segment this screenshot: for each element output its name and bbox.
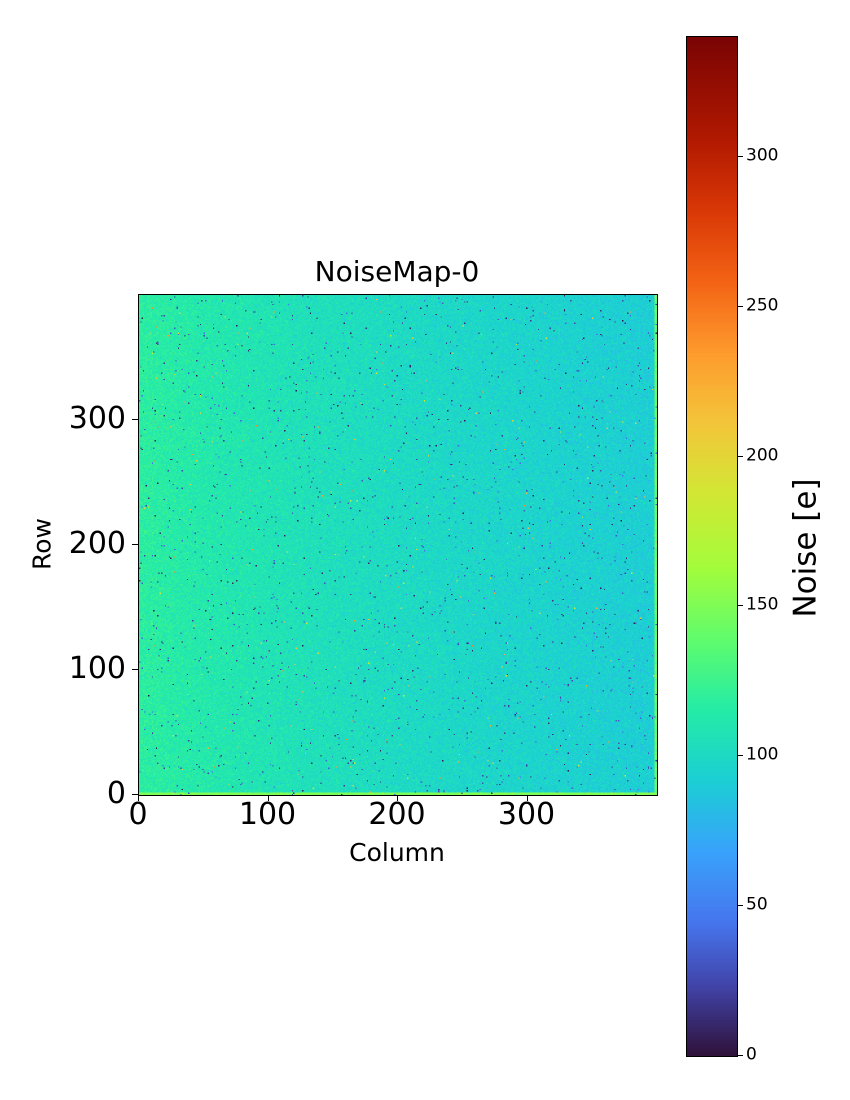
x-tick-mark [267,795,269,801]
y-tick-label: 300 [68,401,126,436]
colorbar-label: Noise [e] [787,478,824,618]
y-tick-mark [132,669,138,670]
noise-map-image[interactable] [139,295,657,795]
x-tick-label: 200 [368,797,426,832]
y-tick-mark [132,544,138,545]
x-axis-label: Column [349,838,445,867]
colorbar-tick-label: 250 [746,295,779,316]
colorbar-tick-mark [737,605,743,607]
x-tick-label: 300 [497,797,556,832]
y-tick-label: 100 [68,651,126,686]
colorbar-gradient [687,37,737,1056]
x-tick-label: 100 [238,797,297,832]
heatmap-axes[interactable] [138,294,658,796]
colorbar-tick-label: 150 [746,594,779,615]
colorbar-tick-mark [737,155,743,157]
x-tick-mark [526,795,528,801]
y-tick-mark [132,419,138,420]
colorbar-tick-label: 100 [746,744,779,765]
colorbar-tick-label: 200 [746,445,779,466]
colorbar[interactable] [686,36,738,1057]
colorbar-tick-mark [737,755,743,757]
x-tick-mark [138,795,139,801]
y-tick-mark [132,794,138,795]
colorbar-tick-label: 300 [746,145,779,166]
colorbar-tick-mark [737,1055,743,1056]
y-axis-label: Row [27,518,57,570]
page-title: NoiseMap-0 [314,255,480,288]
y-tick-label: 200 [68,526,126,561]
x-tick-label: 0 [128,797,148,832]
y-tick-label: 0 [106,776,126,811]
x-tick-mark [397,795,398,801]
colorbar-tick-label: 50 [746,894,768,915]
colorbar-tick-mark [737,455,743,457]
colorbar-tick-mark [737,305,743,307]
colorbar-tick-mark [737,905,743,907]
colorbar-tick-label: 0 [746,1044,757,1065]
